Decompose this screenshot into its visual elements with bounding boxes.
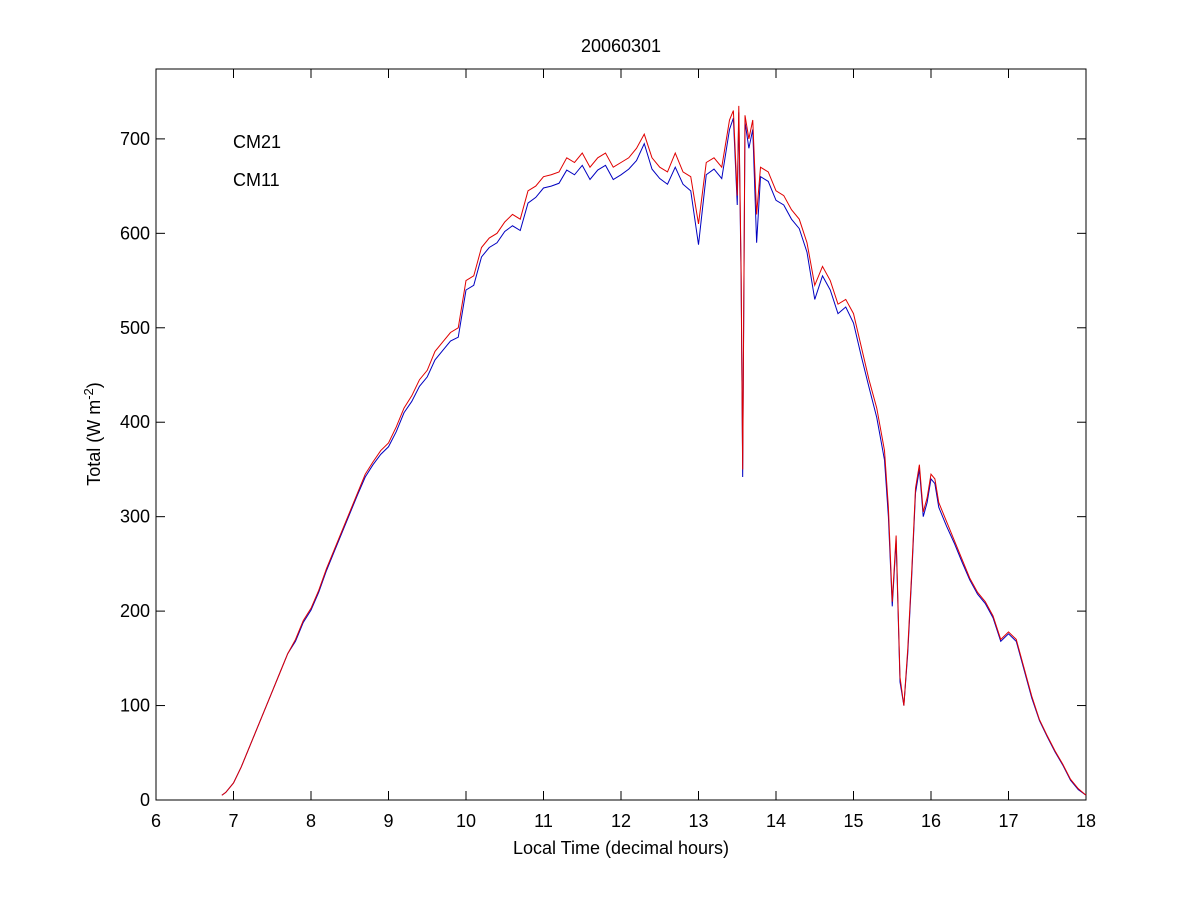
plot-area [155, 68, 1087, 801]
y-tick-label: 300 [120, 507, 150, 527]
chart-title: 20060301 [581, 36, 661, 56]
x-tick-label: 15 [843, 811, 863, 831]
series-line [221, 105, 1087, 796]
x-tick-label: 6 [151, 811, 161, 831]
y-label-exponent: -2 [81, 388, 96, 400]
x-tick-label: 18 [1076, 811, 1096, 831]
legend-label: CM21 [233, 132, 281, 152]
x-axis-label: Local Time (decimal hours) [513, 838, 729, 858]
y-tick-label: 500 [120, 318, 150, 338]
x-tick-label: 16 [921, 811, 941, 831]
y-tick-label: 100 [120, 696, 150, 716]
y-label-text: Total (W m [84, 400, 104, 486]
y-tick-label: 200 [120, 601, 150, 621]
x-tick-label: 12 [611, 811, 631, 831]
x-tick-label: 9 [383, 811, 393, 831]
x-tick-label: 8 [306, 811, 316, 831]
y-tick-label: 0 [140, 790, 150, 810]
x-tick-label: 17 [998, 811, 1018, 831]
x-tick-label: 11 [534, 811, 553, 831]
y-axis-label: Total (W m-2) [81, 382, 104, 486]
y-label-text: ) [84, 382, 104, 388]
y-tick-label: 400 [120, 412, 150, 432]
x-tick-label: 10 [456, 811, 476, 831]
y-tick-label: 600 [120, 223, 150, 243]
y-tick-label: 700 [120, 129, 150, 149]
legend-label: CM11 [233, 170, 280, 190]
x-tick-label: 14 [766, 811, 786, 831]
x-tick-label: 7 [228, 811, 238, 831]
x-tick-label: 13 [688, 811, 708, 831]
series-line [221, 112, 1087, 796]
